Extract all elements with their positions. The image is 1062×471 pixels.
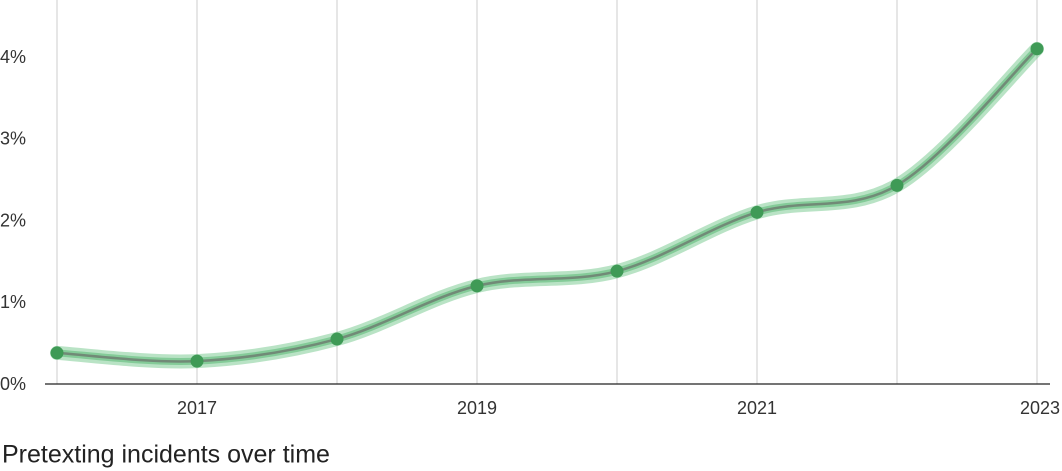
point <box>330 332 344 346</box>
line <box>56 47 1038 363</box>
point <box>190 354 204 368</box>
line-halo <box>50 41 1044 369</box>
x-tick-label: 2019 <box>457 398 497 418</box>
chart-title: Pretexting incidents over time <box>2 441 330 469</box>
y-tick-label: 2% <box>0 210 26 230</box>
point <box>470 279 484 293</box>
point <box>750 205 764 219</box>
y-tick-label: 1% <box>0 292 26 312</box>
y-tick-label: 4% <box>0 47 26 67</box>
point <box>1030 42 1044 56</box>
grid <box>56 0 1038 384</box>
x-tick-label: 2017 <box>177 398 217 418</box>
point <box>890 178 904 192</box>
point <box>610 264 624 278</box>
y-tick-label: 0% <box>0 374 26 394</box>
point <box>50 346 64 360</box>
x-tick-label: 2023 <box>1020 398 1060 418</box>
x-tick-label: 2021 <box>737 398 777 418</box>
y-tick-label: 3% <box>0 129 26 149</box>
axes: 0% 1% 2% 3% 4% 2017 2019 2021 2023 <box>0 47 1060 418</box>
line-halo <box>53 45 1041 365</box>
plot-area <box>50 41 1044 369</box>
